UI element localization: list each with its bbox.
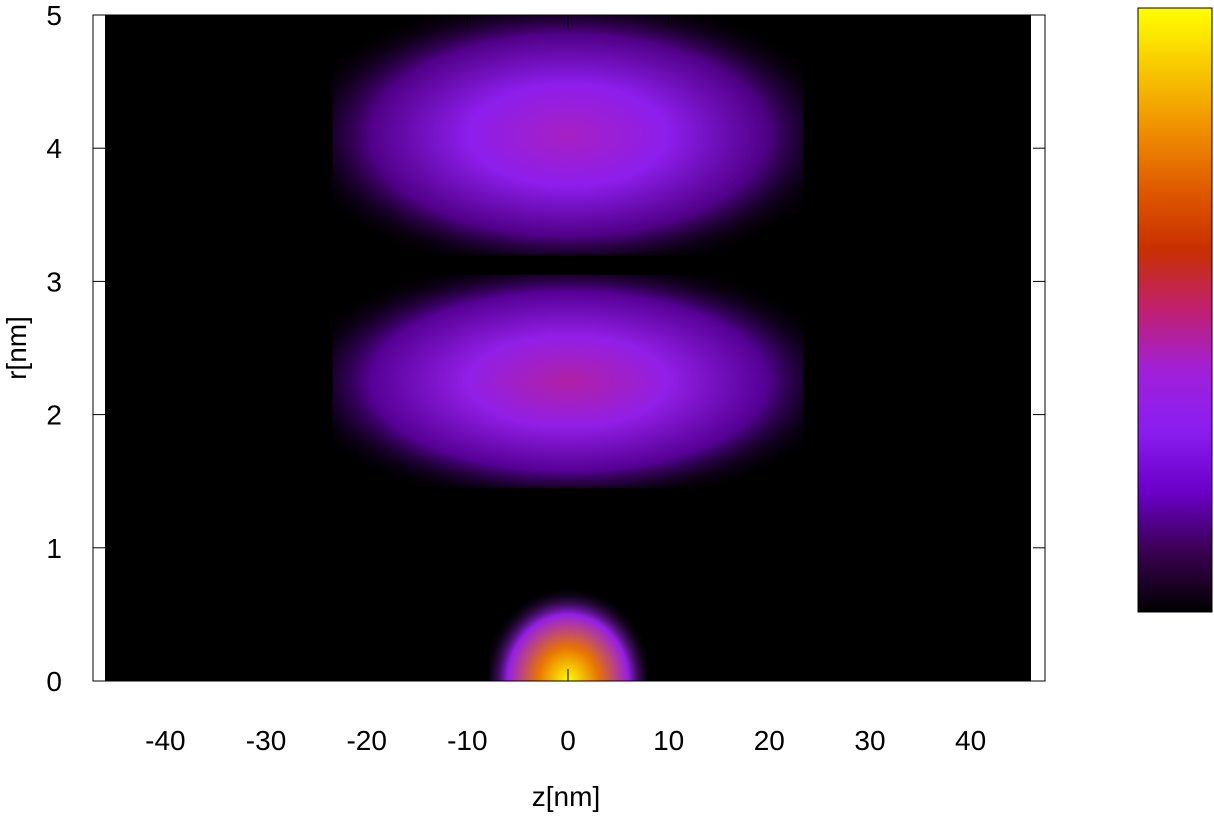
- colorbar: [1137, 7, 1213, 613]
- y-tick-label: 0: [46, 666, 62, 697]
- x-axis: -40 -30 -20 -10 0 10 20 30 40: [145, 15, 986, 756]
- axes-box: [92, 14, 1046, 682]
- x-axis-label: z[nm]: [532, 781, 600, 812]
- x-tick-label: 20: [754, 725, 785, 756]
- y-tick-label: 1: [46, 533, 62, 564]
- x-tick-label: 10: [653, 725, 684, 756]
- x-tick-label: -20: [346, 725, 386, 756]
- x-tick-label: -10: [447, 725, 487, 756]
- x-tick-label: 30: [854, 725, 885, 756]
- y-tick-label: 2: [46, 400, 62, 431]
- y-tick-label: 5: [46, 0, 62, 31]
- heatmap-plot-area: [105, 15, 1031, 681]
- colorbar-scale: [1137, 7, 1213, 613]
- y-axis: 0 1 2 3 4 5: [46, 0, 1045, 697]
- x-tick-label: 0: [560, 725, 576, 756]
- heatmap-lobe-r4: [332, 15, 804, 255]
- y-tick-label: 4: [46, 133, 62, 164]
- heatmap-lobe-r0: [489, 507, 647, 681]
- heatmap-lobe-r2: [332, 274, 804, 488]
- y-tick-label: 3: [46, 266, 62, 297]
- plot-frame: [92, 14, 1046, 682]
- x-tick-label: -40: [145, 725, 185, 756]
- y-axis-label: r[nm]: [1, 316, 32, 380]
- x-tick-label: 40: [955, 725, 986, 756]
- x-tick-label: -30: [246, 725, 286, 756]
